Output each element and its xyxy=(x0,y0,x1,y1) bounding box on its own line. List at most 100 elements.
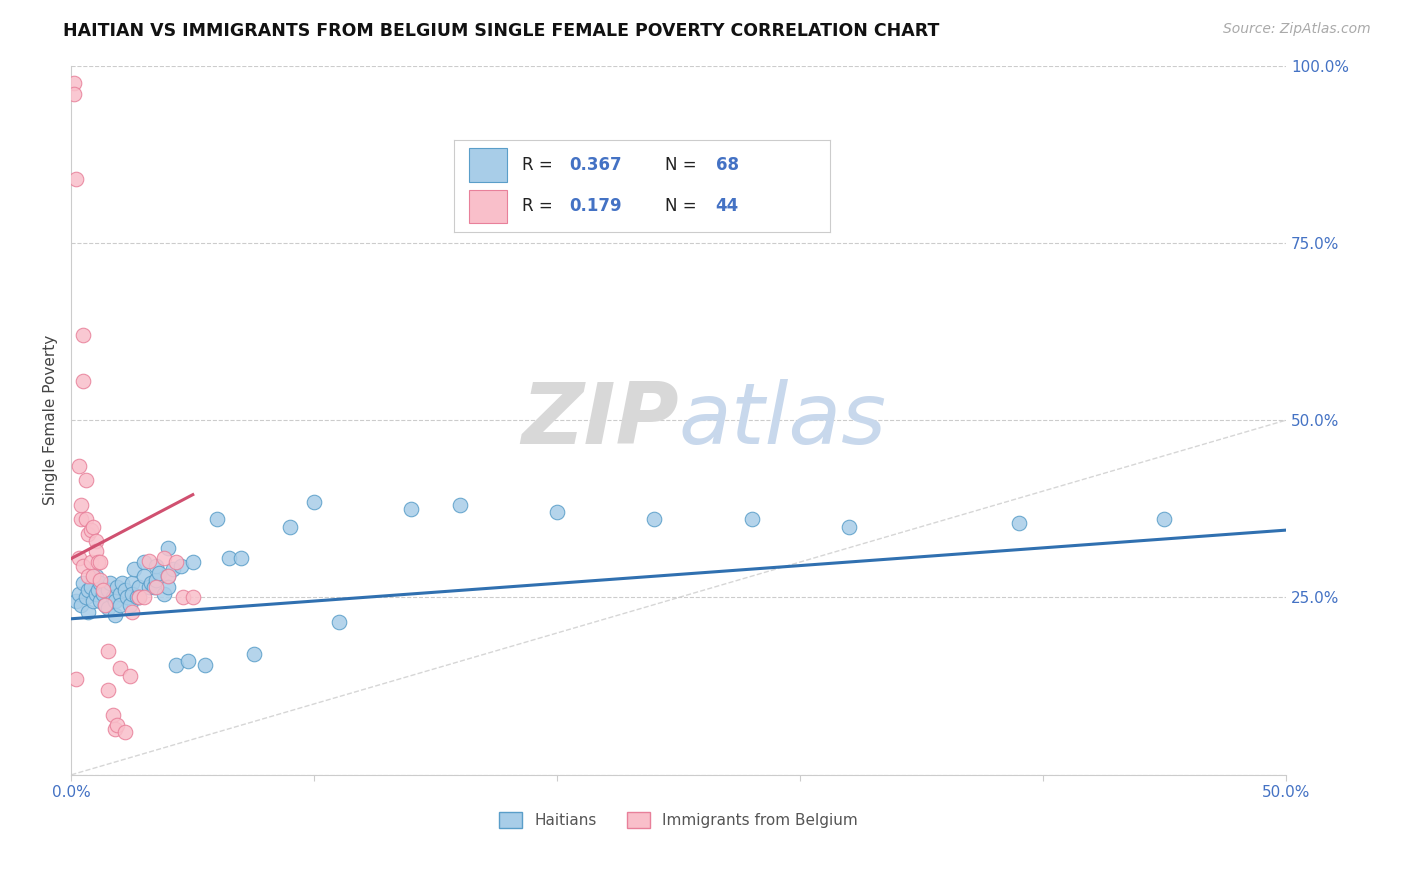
Point xyxy=(97,601,120,615)
Point xyxy=(157,580,180,594)
Point xyxy=(82,594,104,608)
Point xyxy=(70,598,93,612)
Point xyxy=(104,722,127,736)
Point xyxy=(205,512,228,526)
Point xyxy=(62,76,84,90)
Point xyxy=(114,725,136,739)
Text: atlas: atlas xyxy=(679,379,887,462)
Point xyxy=(401,501,423,516)
Point xyxy=(77,605,100,619)
Point xyxy=(141,576,163,591)
Point xyxy=(741,512,763,526)
Point xyxy=(101,707,124,722)
Point xyxy=(70,498,93,512)
Point xyxy=(304,495,326,509)
Point xyxy=(181,555,204,569)
Point xyxy=(138,553,160,567)
Point xyxy=(97,583,120,598)
Point xyxy=(148,566,170,580)
Text: Source: ZipAtlas.com: Source: ZipAtlas.com xyxy=(1223,22,1371,37)
Point xyxy=(157,569,180,583)
Point xyxy=(75,591,97,605)
Point xyxy=(72,558,94,573)
Point xyxy=(165,657,187,672)
Point xyxy=(194,657,217,672)
Point xyxy=(75,474,97,488)
Point xyxy=(643,512,665,526)
Point xyxy=(111,576,134,591)
Point xyxy=(84,587,107,601)
Point xyxy=(104,608,127,623)
Point xyxy=(97,643,120,657)
Point xyxy=(134,591,156,605)
Point xyxy=(75,512,97,526)
Legend: Haitians, Immigrants from Belgium: Haitians, Immigrants from Belgium xyxy=(494,806,865,835)
Point xyxy=(172,591,194,605)
Point xyxy=(152,551,174,566)
Point xyxy=(231,551,253,566)
Point xyxy=(107,718,129,732)
Point xyxy=(84,569,107,583)
Point xyxy=(134,555,156,569)
Point xyxy=(134,569,156,583)
Point xyxy=(77,569,100,583)
Point xyxy=(128,591,150,605)
Point xyxy=(87,583,110,598)
Point xyxy=(118,598,141,612)
Point xyxy=(181,591,204,605)
Point xyxy=(91,587,114,601)
Point xyxy=(121,605,143,619)
Point xyxy=(104,594,127,608)
Point xyxy=(145,580,167,594)
Point xyxy=(1008,516,1031,530)
Point xyxy=(145,573,167,587)
Point xyxy=(157,569,180,583)
Point xyxy=(91,583,114,598)
Point xyxy=(108,587,131,601)
Point xyxy=(72,576,94,591)
Point xyxy=(82,569,104,583)
Point xyxy=(177,654,200,668)
Point xyxy=(80,580,103,594)
Point xyxy=(84,533,107,548)
Point xyxy=(546,505,568,519)
Point xyxy=(87,555,110,569)
Point xyxy=(1153,512,1175,526)
Point xyxy=(89,594,111,608)
Point xyxy=(125,591,148,605)
Point xyxy=(101,591,124,605)
Point xyxy=(67,587,90,601)
Point xyxy=(128,580,150,594)
Point xyxy=(89,573,111,587)
Point xyxy=(77,526,100,541)
Point xyxy=(80,555,103,569)
Point xyxy=(169,558,191,573)
Y-axis label: Single Female Poverty: Single Female Poverty xyxy=(44,335,58,506)
Point xyxy=(107,580,129,594)
Text: ZIP: ZIP xyxy=(522,379,679,462)
Point xyxy=(97,682,120,697)
Point xyxy=(118,668,141,682)
Point xyxy=(98,576,121,591)
Point xyxy=(108,661,131,675)
Point xyxy=(162,562,184,576)
Point xyxy=(218,551,240,566)
Point xyxy=(72,328,94,343)
Point xyxy=(838,519,860,533)
Point xyxy=(108,598,131,612)
Point xyxy=(328,615,350,630)
Point xyxy=(65,672,87,686)
Point xyxy=(138,580,160,594)
Point xyxy=(278,519,301,533)
Point xyxy=(67,551,90,566)
Point xyxy=(67,459,90,474)
Point xyxy=(80,523,103,537)
Point xyxy=(94,598,117,612)
Point xyxy=(145,558,167,573)
Point xyxy=(65,594,87,608)
Point xyxy=(65,172,87,186)
Point xyxy=(242,647,264,661)
Point xyxy=(165,555,187,569)
Point xyxy=(89,576,111,591)
Point xyxy=(152,587,174,601)
